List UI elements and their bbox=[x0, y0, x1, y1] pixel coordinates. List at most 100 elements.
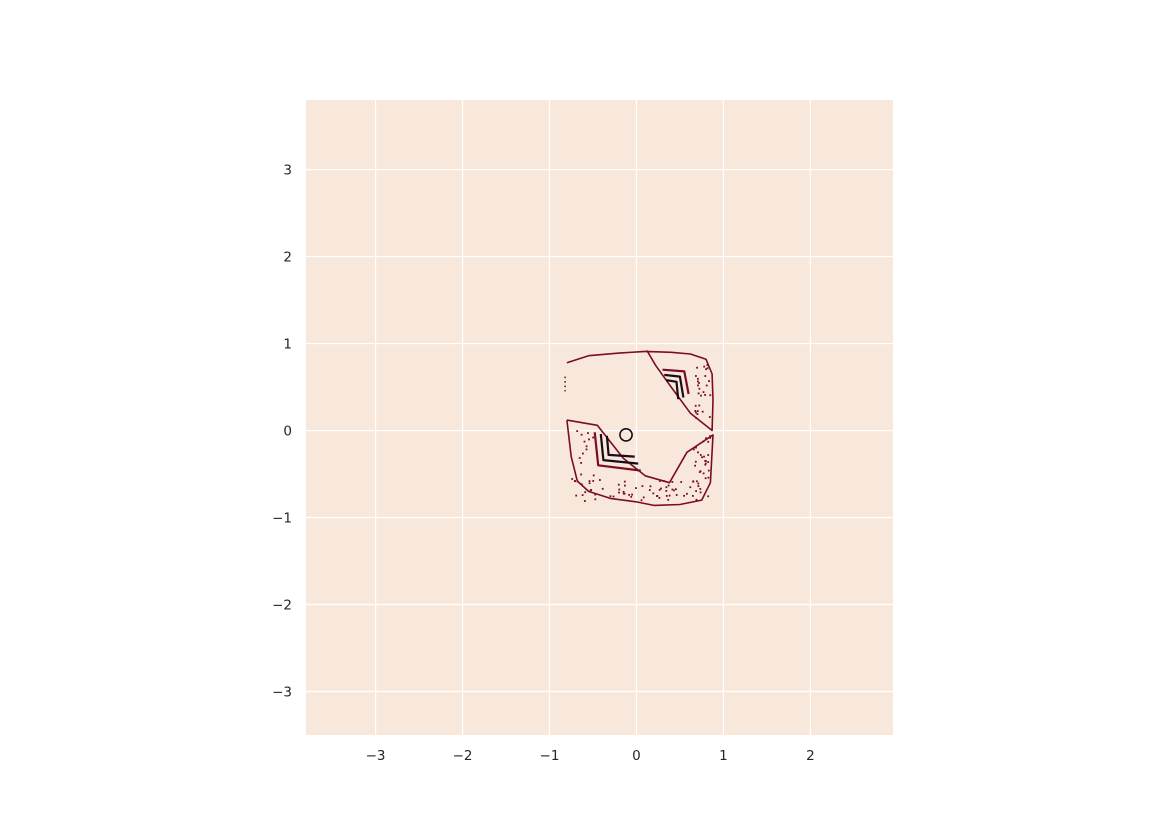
contour-speck bbox=[585, 448, 588, 451]
contour-speck bbox=[698, 471, 701, 473]
contour-speck bbox=[624, 484, 626, 487]
contour-speck bbox=[588, 480, 591, 482]
contour-speck bbox=[704, 463, 707, 466]
contour-speck bbox=[667, 499, 670, 501]
contour-speck bbox=[698, 387, 701, 390]
contour-speck bbox=[698, 382, 700, 384]
contour-speck bbox=[640, 499, 643, 502]
contour-speck bbox=[581, 494, 584, 496]
contour-speck bbox=[658, 497, 661, 499]
contour-speck bbox=[656, 495, 659, 497]
x-tick-label: −2 bbox=[453, 748, 473, 764]
contour-speck bbox=[692, 495, 694, 497]
contour-speck bbox=[692, 448, 695, 451]
contour-speck bbox=[612, 495, 615, 498]
contour-speck bbox=[658, 488, 661, 491]
contour-speck bbox=[698, 404, 701, 407]
y-tick-label: 2 bbox=[283, 250, 292, 266]
contour-speck bbox=[671, 488, 674, 491]
contour-speck bbox=[587, 432, 589, 434]
contour-speck bbox=[675, 494, 678, 496]
contour-speck bbox=[695, 417, 697, 419]
contour-speck bbox=[689, 486, 692, 489]
x-tick-label: 1 bbox=[719, 748, 728, 764]
contour-speck bbox=[704, 375, 707, 377]
contour-speck bbox=[576, 480, 579, 483]
contour-speck bbox=[704, 460, 707, 462]
contour-speck bbox=[696, 366, 698, 369]
contour-speck bbox=[631, 493, 633, 496]
contour-speck bbox=[701, 410, 704, 413]
contour-speck bbox=[680, 481, 683, 483]
contour-speck bbox=[694, 410, 697, 412]
contour-speck bbox=[592, 480, 595, 482]
contour-speck bbox=[697, 380, 699, 383]
contour-speck bbox=[697, 392, 700, 395]
contour-speck bbox=[706, 364, 709, 366]
x-tick-label: 0 bbox=[632, 748, 641, 764]
contour-speck bbox=[701, 456, 703, 459]
contour-speck bbox=[588, 482, 591, 485]
contour-speck bbox=[696, 480, 698, 483]
contour-speck bbox=[704, 394, 706, 396]
contour-small-loop bbox=[619, 428, 633, 442]
contour-speck bbox=[585, 445, 588, 448]
contour-speck bbox=[574, 480, 576, 483]
contour-speck bbox=[696, 413, 699, 415]
contour-speck bbox=[699, 470, 702, 473]
y-tick-label: −3 bbox=[272, 685, 292, 701]
contour-speck bbox=[652, 492, 655, 495]
contour-speck bbox=[588, 438, 590, 441]
contour-speck bbox=[660, 487, 662, 490]
contour-speck bbox=[575, 494, 578, 497]
contour-speck bbox=[594, 498, 597, 501]
contour-speck bbox=[695, 446, 697, 449]
contour-speck bbox=[697, 377, 699, 380]
contour-inner-ring-lower-0 bbox=[593, 432, 641, 472]
contour-speck bbox=[709, 435, 711, 437]
contour-inner-ring-upper-2 bbox=[665, 379, 680, 400]
contour-speck bbox=[708, 380, 710, 382]
contour-speck bbox=[695, 411, 697, 414]
contour-speck bbox=[696, 410, 699, 412]
contour-speck bbox=[592, 474, 595, 477]
contour-speck bbox=[694, 460, 697, 463]
contour-speck bbox=[675, 488, 677, 491]
contour-speck bbox=[702, 440, 705, 443]
contour-speck bbox=[705, 368, 707, 371]
contour-speck bbox=[659, 480, 661, 482]
contour-speck bbox=[580, 483, 583, 486]
contour-speck bbox=[699, 454, 702, 456]
contour-speck bbox=[699, 488, 702, 490]
contour-speck bbox=[668, 494, 671, 497]
contour-speck bbox=[582, 452, 584, 455]
contour-speck bbox=[594, 493, 597, 496]
contour-speck bbox=[618, 488, 621, 491]
contour-speck bbox=[580, 462, 582, 464]
contour-speck bbox=[706, 367, 709, 370]
contour-speck bbox=[648, 489, 651, 491]
contour-speck bbox=[702, 391, 705, 393]
contour-speck bbox=[662, 480, 665, 482]
contour-speck bbox=[665, 490, 668, 492]
contour-inner-ring-lower-2 bbox=[605, 435, 635, 458]
contour-speck bbox=[671, 481, 674, 483]
contour-speck bbox=[589, 489, 592, 492]
contour-lines bbox=[564, 350, 714, 507]
contour-speck bbox=[578, 457, 581, 459]
contour-speck bbox=[601, 487, 604, 490]
contour-speck bbox=[642, 496, 645, 499]
contour-speck bbox=[592, 436, 594, 439]
contour-speck bbox=[641, 485, 644, 487]
contour-inner-ring-lower-1 bbox=[599, 433, 639, 465]
x-axis-ticks: −3 −2 −1 0 1 2 bbox=[366, 748, 815, 764]
contour-speck bbox=[707, 469, 710, 472]
contour-speck bbox=[649, 485, 652, 488]
contour-speck bbox=[584, 500, 586, 502]
contour-speck bbox=[697, 451, 699, 454]
contour-speck bbox=[667, 484, 670, 487]
contour-speck bbox=[580, 473, 582, 476]
contour-speck bbox=[700, 394, 702, 397]
contour-speck bbox=[686, 492, 688, 495]
contour-speck bbox=[599, 479, 601, 481]
